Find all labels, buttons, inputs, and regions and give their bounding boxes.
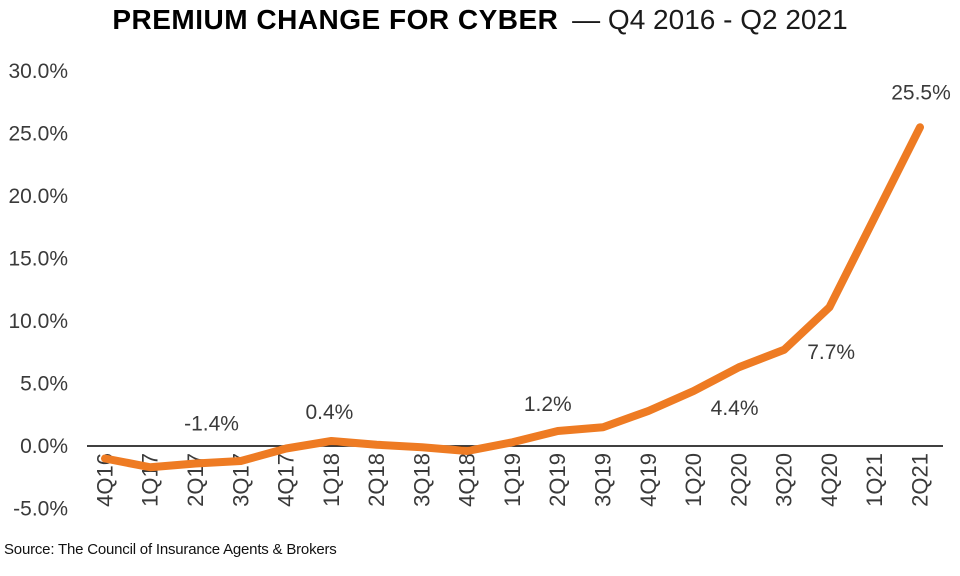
x-axis-tick-label: 4Q18 [455, 453, 480, 507]
x-axis-tick-label: 1Q20 [681, 453, 706, 507]
y-axis-tick-label: 10.0% [8, 310, 68, 333]
x-axis-tick-label: 1Q19 [500, 453, 525, 507]
chart-title-range: — Q4 2016 - Q2 2021 [572, 4, 848, 35]
x-axis-tick-label: 2Q21 [907, 453, 932, 507]
x-axis-tick-label: 1Q17 [138, 453, 163, 507]
y-axis-tick-label: 20.0% [8, 185, 68, 208]
x-axis-tick-label: 1Q21 [862, 453, 887, 507]
y-axis-tick-label: 30.0% [8, 60, 68, 83]
y-axis-tick-label: 5.0% [20, 373, 68, 396]
x-axis-tick-label: 2Q19 [545, 453, 570, 507]
premium-change-line [101, 123, 924, 472]
x-axis-tick-label: 3Q19 [591, 453, 616, 507]
y-axis-tick-label: 15.0% [8, 248, 68, 271]
data-point-label: 7.7% [807, 341, 855, 364]
data-point-label: 25.5% [891, 81, 951, 104]
chart-title: PREMIUM CHANGE FOR CYBER — Q4 2016 - Q2 … [0, 3, 960, 37]
y-axis-tick-label: 0.0% [20, 435, 68, 458]
data-point-label: 1.2% [524, 393, 572, 416]
y-axis-tick-label: 25.0% [8, 123, 68, 146]
data-point-label: 4.4% [711, 397, 759, 420]
x-axis-tick-label: 3Q18 [409, 453, 434, 507]
chart-title-main: PREMIUM CHANGE FOR CYBER [112, 4, 559, 35]
x-axis-tick-label: 3Q20 [772, 453, 797, 507]
data-point-label: 0.4% [305, 401, 353, 424]
x-axis-tick-label: 1Q18 [319, 453, 344, 507]
x-axis-tick-label: 4Q20 [817, 453, 842, 507]
x-axis-tick-label: 4Q19 [636, 453, 661, 507]
data-point-label: -1.4% [184, 413, 239, 436]
x-axis-tick-label: 4Q17 [274, 453, 299, 507]
x-axis-tick-label: 2Q18 [364, 453, 389, 507]
y-axis-tick-label: -5.0% [13, 498, 68, 521]
x-axis-tick-label: 2Q20 [726, 453, 751, 507]
source-note: Source: The Council of Insurance Agents … [4, 541, 337, 558]
